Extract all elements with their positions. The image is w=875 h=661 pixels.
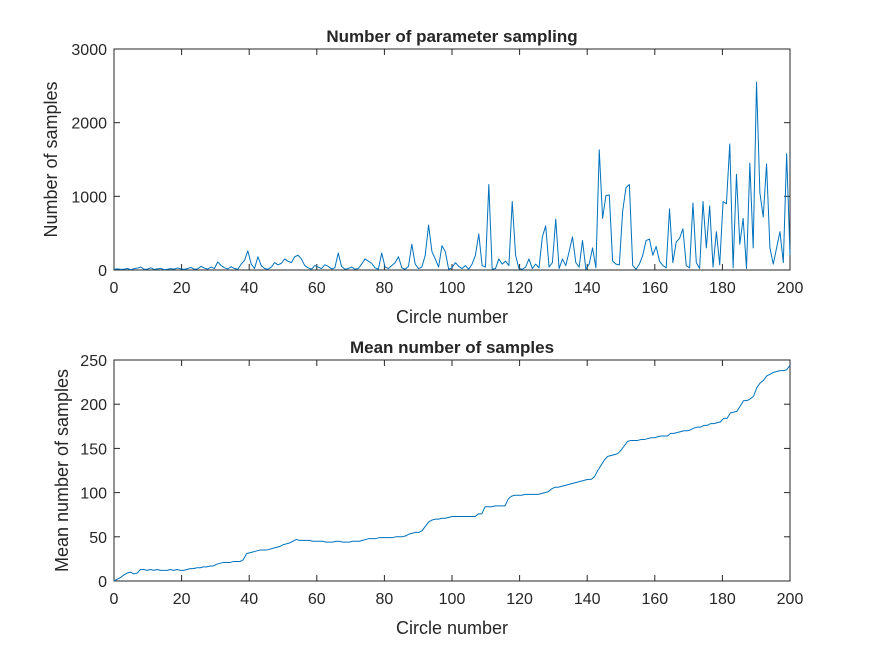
x-tick-label: 100 bbox=[439, 591, 466, 608]
series-line bbox=[113, 365, 791, 582]
x-tick-label: 120 bbox=[506, 591, 533, 608]
y-tick-label: 250 bbox=[80, 353, 107, 370]
y-tick-label: 0 bbox=[98, 574, 107, 591]
x-tick-label: 0 bbox=[110, 591, 119, 608]
x-tick-label: 200 bbox=[777, 591, 804, 608]
x-tick-label: 140 bbox=[574, 591, 601, 608]
y-tick-label: 100 bbox=[80, 486, 107, 503]
y-tick-label: 150 bbox=[80, 441, 107, 458]
y-axis-label: Mean number of samples bbox=[52, 369, 72, 572]
x-tick-label: 20 bbox=[173, 280, 191, 297]
x-tick-label: 200 bbox=[777, 280, 804, 297]
y-tick-label: 2000 bbox=[71, 116, 107, 133]
chart-mean-number-of-samples: 0 20 40 60 80 100 120 140 160 180 200 0 50 100 150 200 2… bbox=[52, 338, 803, 638]
x-tick-label: 80 bbox=[376, 280, 394, 297]
x-tick-label: 0 bbox=[110, 280, 119, 297]
x-tick-label: 180 bbox=[709, 591, 736, 608]
x-axis-label: Circle number bbox=[396, 618, 508, 638]
y-axis-label: Number of samples bbox=[41, 81, 61, 237]
x-tick-label: 40 bbox=[240, 591, 258, 608]
x-tick-label: 160 bbox=[641, 591, 668, 608]
y-tick-label: 0 bbox=[98, 263, 107, 280]
x-tick-label: 180 bbox=[709, 280, 736, 297]
y-tick-label: 1000 bbox=[71, 189, 107, 206]
x-axis-label: Circle number bbox=[396, 307, 508, 327]
chart-number-of-parameter-sampling: 0 20 40 60 80 100 120 140 160 180 2000100020003000… bbox=[41, 27, 803, 327]
series-line bbox=[113, 81, 791, 271]
x-tick-label: 60 bbox=[308, 280, 326, 297]
x-tick-label: 160 bbox=[641, 280, 668, 297]
chart-title: Mean number of samples bbox=[350, 338, 554, 357]
chart-title: Number of parameter sampling bbox=[326, 27, 577, 46]
x-tick-label: 120 bbox=[506, 280, 533, 297]
x-tick-label: 100 bbox=[439, 280, 466, 297]
y-tick-label: 3000 bbox=[71, 42, 107, 59]
x-tick-label: 40 bbox=[240, 280, 258, 297]
x-tick-label: 20 bbox=[173, 591, 191, 608]
y-tick-label: 200 bbox=[80, 397, 107, 414]
x-tick-label: 80 bbox=[376, 591, 394, 608]
x-tick-label: 60 bbox=[308, 591, 326, 608]
x-tick-label: 140 bbox=[574, 280, 601, 297]
y-tick-label: 50 bbox=[89, 530, 107, 547]
